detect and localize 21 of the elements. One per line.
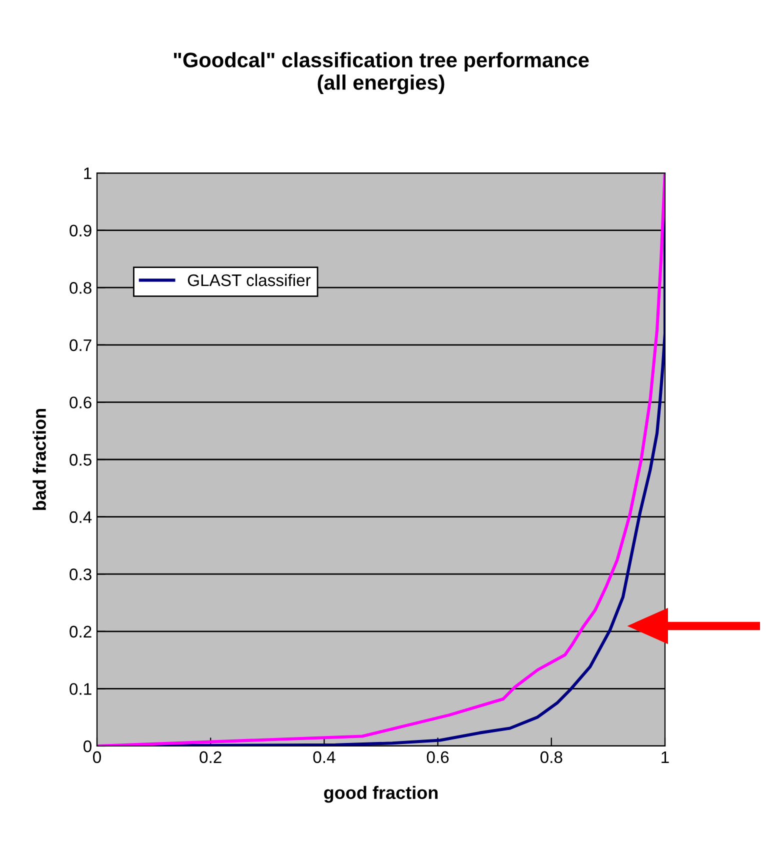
y-tick-label: 0.2 xyxy=(70,626,92,638)
y-tick-label: 0.6 xyxy=(70,396,92,408)
y-tick-label: 1 xyxy=(84,168,92,180)
y-tick-label: 0.5 xyxy=(70,454,92,466)
x-axis-title: good fraction xyxy=(324,786,438,803)
y-tick-label: 0.1 xyxy=(70,683,92,695)
y-axis-title: bad fraction xyxy=(32,408,46,510)
y-tick-label: 0.7 xyxy=(70,339,92,352)
x-tick-label: 1 xyxy=(662,751,669,763)
y-tick-label: 0.3 xyxy=(70,568,92,580)
y-tick-label: 0.9 xyxy=(70,224,92,237)
legend-label: GLAST classifier xyxy=(188,274,311,286)
y-tick-label: 0.8 xyxy=(70,282,92,294)
x-tick-label: 0.6 xyxy=(426,751,449,764)
y-tick-label: 0 xyxy=(84,740,92,752)
y-tick-label: 0.4 xyxy=(70,511,92,524)
x-tick-label: 0.4 xyxy=(313,751,336,764)
x-tick-label: 0 xyxy=(93,751,101,764)
x-tick-label: 0.2 xyxy=(200,751,222,764)
x-tick-label: 0.8 xyxy=(540,751,562,764)
chart-title: "Goodcal" classification tree performance (all energies) xyxy=(174,52,589,94)
